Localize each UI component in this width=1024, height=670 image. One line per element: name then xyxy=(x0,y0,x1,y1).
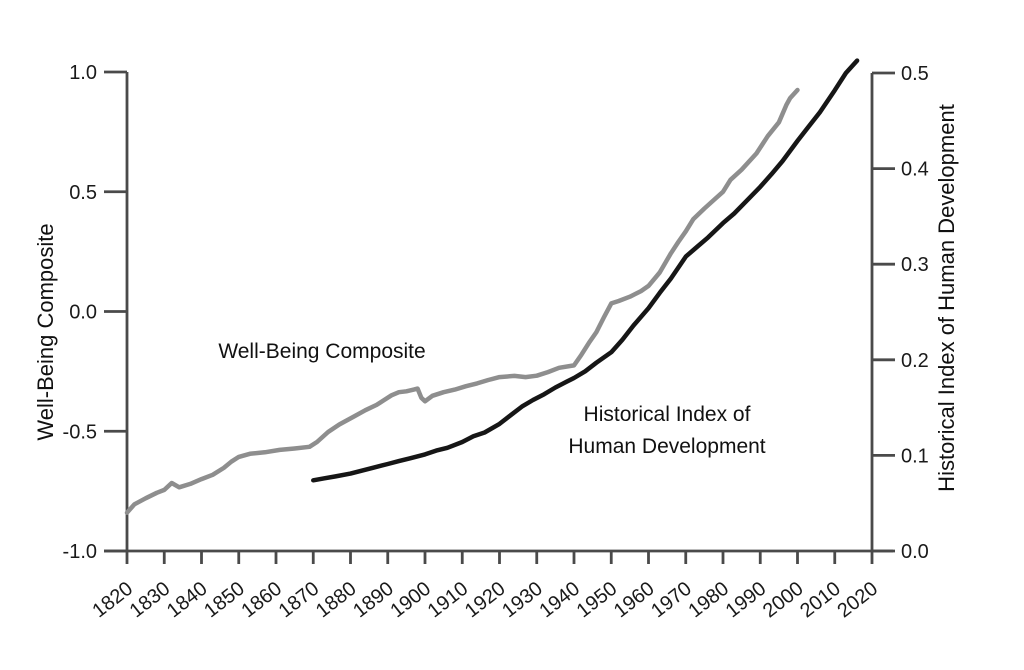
left-axis-tick-label: 0.0 xyxy=(69,302,97,324)
x-axis-tick-label: 1900 xyxy=(386,578,435,623)
x-axis-tick-label: 2020 xyxy=(833,578,882,623)
x-axis-tick-label: 1990 xyxy=(722,578,771,623)
x-axis-tick-label: 1820 xyxy=(88,578,137,623)
x-axis-tick-label: 1910 xyxy=(424,578,473,623)
x-axis-tick-label: 1960 xyxy=(610,578,659,623)
right-axis-title: Historical Index of Human Development xyxy=(934,104,959,492)
x-axis-tick-label: 1850 xyxy=(200,578,249,623)
x-axis-tick-label: 1930 xyxy=(498,578,547,623)
x-axis-tick-label: 1870 xyxy=(275,578,324,623)
left-axis-tick-label: 1.0 xyxy=(69,62,97,84)
left-axis-tick-label: 0.5 xyxy=(69,182,97,204)
x-axis-tick-label: 1880 xyxy=(312,578,361,623)
x-axis-tick-label: 1980 xyxy=(684,578,733,623)
x-axis-tick-label: 1970 xyxy=(647,578,696,623)
x-axis-tick-label: 1860 xyxy=(237,578,286,623)
series-label-well-being-composite: Well-Being Composite xyxy=(218,340,426,363)
right-axis-tick-label: 0.0 xyxy=(901,541,929,563)
x-axis-tick-label: 1890 xyxy=(349,578,398,623)
x-axis-tick-label: 1920 xyxy=(461,578,510,623)
x-axis-tick-label: 1840 xyxy=(163,578,212,623)
left-axis-tick-label: -1.0 xyxy=(63,541,97,563)
left-axis-tick-label: -0.5 xyxy=(63,421,97,443)
series-label-hihd: Historical Index of Human Development xyxy=(568,403,766,458)
x-axis-tick-label: 2000 xyxy=(759,578,808,623)
series-line-well-being-composite xyxy=(124,87,800,515)
x-axis-tick-label: 1830 xyxy=(126,578,175,623)
x-axis-tick-label: 1950 xyxy=(573,578,622,623)
x-axis-tick-label: 1940 xyxy=(535,578,584,623)
right-axis-tick-label: 0.1 xyxy=(901,445,929,467)
right-axis-tick-label: 0.2 xyxy=(901,350,929,372)
right-axis-tick-label: 0.5 xyxy=(901,63,929,85)
right-axis-tick-label: 0.3 xyxy=(901,254,929,276)
left-axis-title: Well-Being Composite xyxy=(33,223,58,441)
right-axis-tick-label: 0.4 xyxy=(901,159,929,181)
x-axis-tick-label: 2010 xyxy=(796,578,845,623)
series-line-hihd xyxy=(311,58,860,483)
